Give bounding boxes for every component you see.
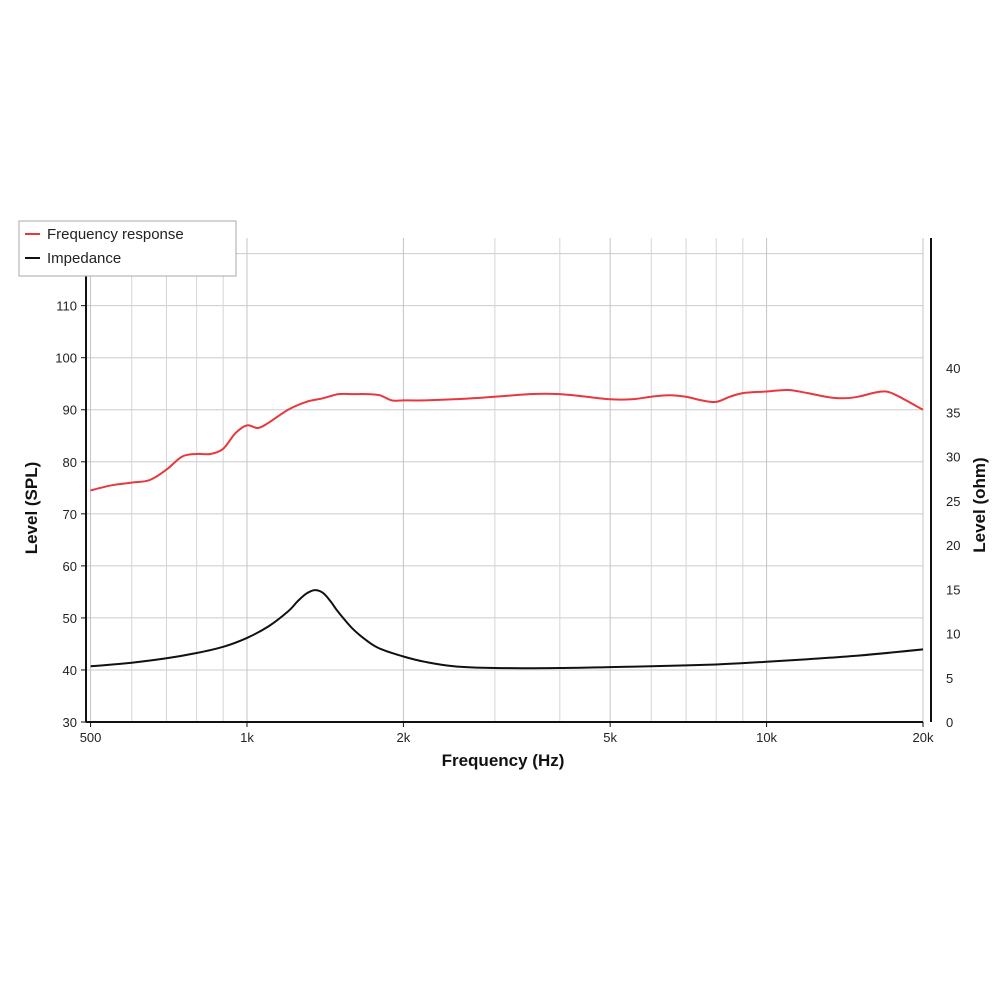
y2-tick-label: 5 [946, 671, 953, 686]
y-tick-label: 110 [56, 299, 77, 314]
axes [81, 238, 932, 727]
x-tick-label: 500 [80, 730, 102, 745]
y-tick-label: 30 [63, 715, 77, 730]
y-tick-label: 90 [63, 403, 77, 418]
y-tick-label: 70 [63, 507, 77, 522]
y2-tick-label: 35 [946, 405, 960, 420]
y2-tick-label: 10 [946, 627, 960, 642]
y-axis-title: Level (SPL) [22, 462, 41, 555]
y2-tick-label: 20 [946, 538, 960, 553]
grid [86, 238, 924, 723]
legend-box [18, 220, 237, 277]
legend-label-impedance: Impedance [47, 250, 121, 267]
y2-tick-label: 15 [946, 582, 960, 597]
y2-axis-title: Level (ohm) [970, 457, 989, 552]
y-tick-label: 40 [63, 663, 77, 678]
x-tick-label: 2k [397, 730, 411, 745]
y2-tick-label: 0 [946, 715, 953, 730]
y-tick-label: 60 [63, 559, 77, 574]
x-tick-label: 10k [756, 730, 777, 745]
x-tick-label: 5k [603, 730, 617, 745]
x-axis-title: Frequency (Hz) [442, 751, 565, 770]
y2-tick-label: 40 [946, 361, 960, 376]
y-tick-label: 80 [63, 455, 77, 470]
x-tick-label: 20k [913, 730, 934, 745]
y2-tick-label: 30 [946, 450, 960, 465]
series-lines [90, 388, 924, 670]
series-line-impedance [90, 589, 924, 670]
legend: Frequency response Impedance [18, 220, 237, 277]
y-tick-label: 100 [55, 351, 77, 366]
series-line-frequency-response [90, 388, 924, 492]
y2-tick-label: 25 [946, 494, 960, 509]
legend-label-frequency-response: Frequency response [47, 226, 184, 243]
y-tick-label: 50 [63, 611, 77, 626]
x-tick-label: 1k [240, 730, 254, 745]
